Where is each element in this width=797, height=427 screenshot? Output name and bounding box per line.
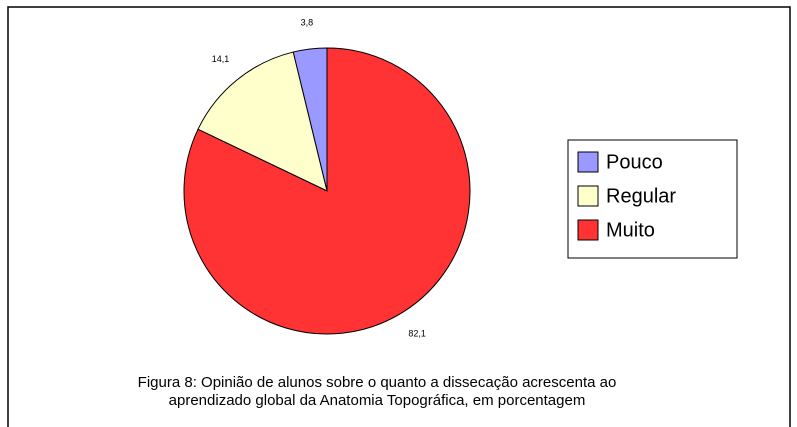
pie-slice	[183, 47, 471, 335]
legend-swatch	[577, 151, 599, 173]
caption: aprendizado global da Anatomia Topográfi…	[169, 392, 586, 409]
caption: Figura 8: Opinião de alunos sobre o quan…	[138, 374, 617, 391]
legend-label: Regular	[606, 185, 676, 207]
data-label: 82,1	[408, 328, 426, 338]
legend-label: Pouco	[606, 151, 663, 173]
data-label: 3,8	[301, 18, 314, 28]
frame	[7, 6, 791, 427]
data-label: 14,1	[212, 54, 230, 64]
legend-swatch	[577, 219, 599, 241]
pie-slice	[197, 51, 328, 192]
legend-label: Muito	[606, 219, 655, 241]
legend-swatch	[577, 185, 599, 207]
